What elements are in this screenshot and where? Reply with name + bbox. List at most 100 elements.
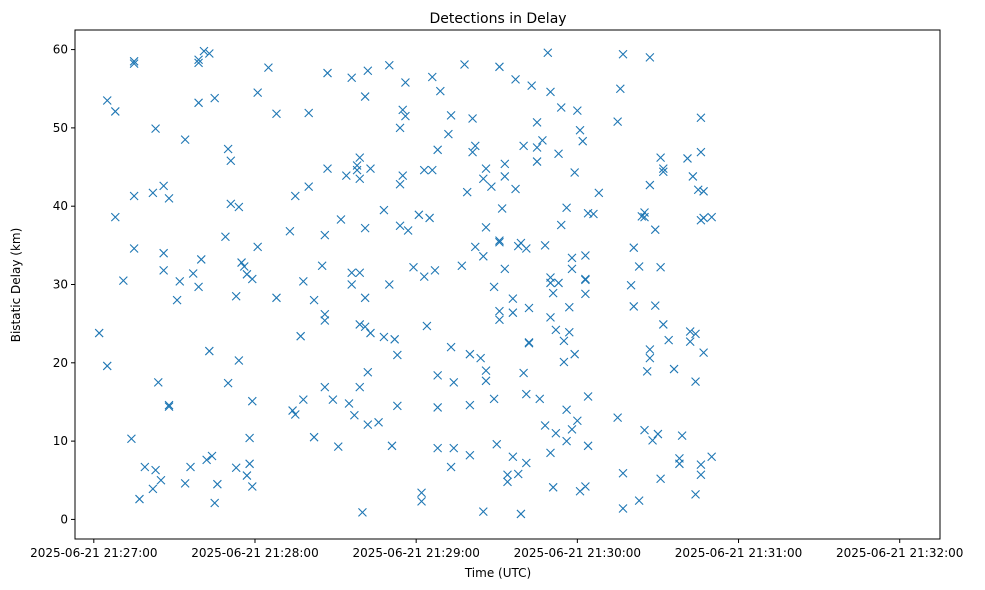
data-point	[360, 322, 370, 332]
data-point	[129, 59, 139, 69]
data-point	[532, 143, 542, 152]
data-point	[430, 266, 440, 275]
data-point	[395, 123, 405, 133]
data-point	[497, 204, 507, 213]
data-point	[478, 251, 488, 261]
data-point	[320, 382, 330, 392]
data-point	[309, 432, 319, 442]
data-point	[390, 334, 400, 344]
data-point	[355, 153, 365, 163]
data-point	[172, 295, 182, 305]
data-point	[417, 497, 426, 506]
data-point	[581, 289, 590, 299]
data-point	[355, 382, 365, 392]
data-point	[645, 353, 655, 363]
data-point	[572, 416, 582, 426]
data-point	[401, 111, 410, 121]
data-point	[231, 463, 241, 473]
data-point	[422, 321, 432, 331]
data-point	[159, 181, 169, 191]
data-point	[546, 278, 555, 288]
data-point	[234, 356, 244, 365]
data-point	[495, 306, 504, 316]
data-point	[221, 232, 230, 242]
data-point	[247, 396, 257, 406]
data-point	[645, 180, 655, 190]
data-point	[159, 266, 169, 275]
data-point	[164, 193, 174, 203]
data-point	[320, 316, 330, 325]
data-point	[685, 337, 695, 347]
data-point	[540, 240, 550, 250]
data-point	[650, 301, 660, 311]
data-point	[398, 105, 408, 115]
data-point	[164, 400, 174, 410]
data-point	[683, 154, 692, 163]
data-point	[457, 261, 467, 271]
data-point	[640, 212, 649, 222]
data-point	[532, 118, 542, 127]
data-point	[309, 295, 319, 305]
data-point	[481, 164, 491, 173]
data-point	[693, 185, 703, 195]
data-point	[648, 435, 657, 445]
data-point	[468, 147, 477, 157]
data-point	[304, 108, 314, 118]
data-point	[210, 93, 220, 103]
y-tick-label: 0	[60, 512, 68, 526]
data-point	[658, 164, 668, 173]
data-point	[500, 172, 510, 181]
data-point	[234, 202, 244, 212]
data-point	[699, 348, 708, 358]
data-point	[433, 443, 443, 453]
data-point	[360, 92, 370, 101]
data-point	[583, 441, 593, 451]
data-point	[151, 124, 160, 134]
data-point	[196, 255, 206, 264]
x-axis-title: Time (UTC)	[464, 566, 531, 580]
data-point	[492, 439, 502, 449]
data-point	[626, 280, 636, 290]
data-point	[500, 264, 510, 274]
data-point	[500, 159, 510, 169]
data-point	[355, 174, 365, 184]
data-point	[379, 332, 389, 342]
data-point	[395, 179, 405, 189]
data-point	[186, 462, 195, 472]
data-point	[290, 191, 300, 201]
data-point	[511, 184, 520, 194]
data-point	[546, 87, 555, 97]
x-tick-label: 2025-06-21 21:28:00	[191, 546, 318, 560]
data-point	[417, 488, 426, 498]
data-point	[204, 49, 214, 58]
data-point	[199, 46, 209, 56]
x-tick-label: 2025-06-21 21:32:00	[836, 546, 963, 560]
data-point	[462, 187, 472, 197]
data-point	[570, 349, 580, 359]
data-point	[180, 135, 190, 145]
data-point	[562, 203, 571, 213]
data-point	[696, 470, 706, 480]
data-point	[135, 494, 144, 504]
data-point	[696, 147, 706, 157]
y-tick-label: 20	[53, 356, 68, 370]
data-point	[465, 450, 475, 460]
data-point	[403, 226, 413, 235]
data-point	[140, 462, 150, 472]
data-point	[489, 394, 499, 404]
data-point	[559, 357, 569, 367]
data-point	[419, 272, 429, 282]
data-point	[129, 191, 139, 201]
data-point	[398, 171, 408, 181]
data-point	[696, 460, 706, 469]
data-point	[554, 149, 563, 159]
y-axis: 0 10 20 30 40 50 60	[53, 43, 75, 526]
data-point	[433, 403, 443, 412]
data-point	[298, 395, 308, 405]
data-point	[360, 223, 370, 233]
data-point	[527, 81, 537, 90]
data-point	[481, 222, 491, 232]
data-point	[242, 471, 252, 480]
data-point	[127, 434, 136, 444]
data-point	[548, 482, 558, 492]
